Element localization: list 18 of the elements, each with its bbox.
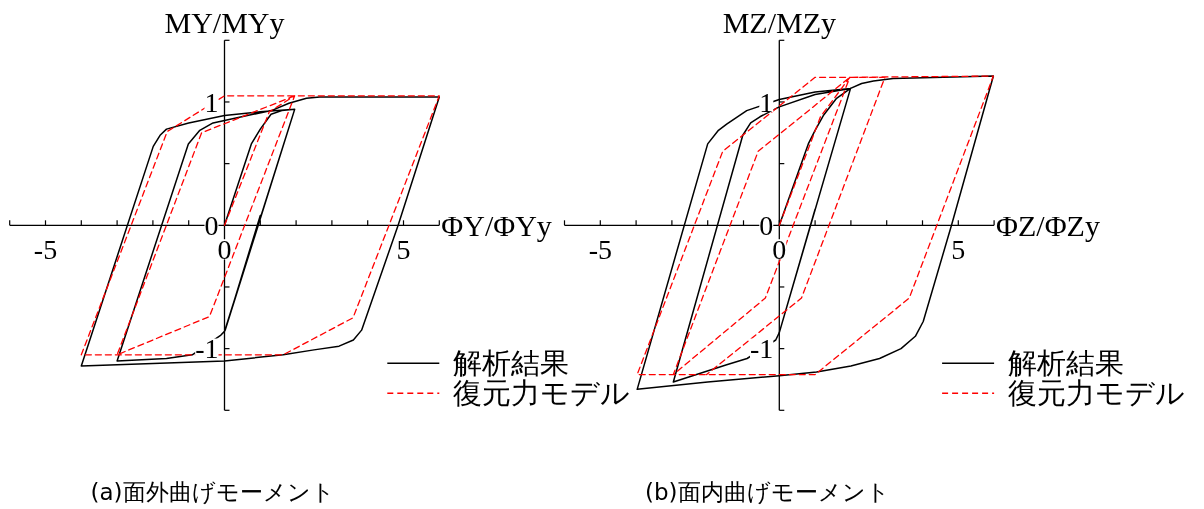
x-tick-label: -5 xyxy=(33,234,58,266)
x-tick-label: -5 xyxy=(588,234,612,266)
x-axis-title: ΦZ/ΦZy xyxy=(996,208,1100,242)
y-tick-label: -1 xyxy=(749,333,774,365)
y-axis-title: MY/MYy xyxy=(164,6,285,40)
y-tick-label: -1 xyxy=(195,333,219,365)
legend-label: 復元力モデル xyxy=(453,376,631,411)
text: (b)面内曲げモーメント xyxy=(645,479,890,506)
text: (a)面外曲げモーメント xyxy=(90,479,335,506)
x-tick-label: 5 xyxy=(396,234,411,266)
y-tick-label: 1 xyxy=(759,86,774,118)
y-tick-label: 1 xyxy=(204,86,219,118)
y-tick-label: 0 xyxy=(759,210,774,242)
legend-label: 復元力モデル xyxy=(1008,376,1186,411)
y-axis-title: MZ/MZy xyxy=(722,6,836,40)
x-axis-title: ΦY/ΦYy xyxy=(441,208,552,242)
x-tick-label: 5 xyxy=(951,234,966,266)
y-tick-label: 0 xyxy=(204,210,219,242)
